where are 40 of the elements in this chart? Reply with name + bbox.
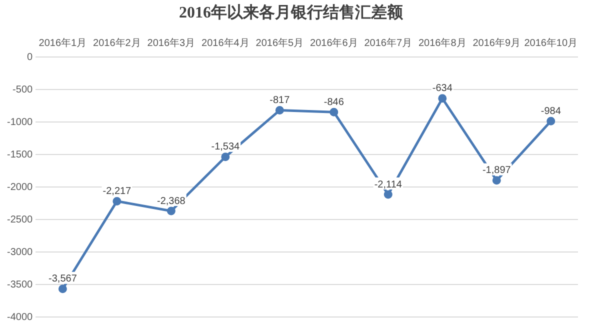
y-tick-label: 0 bbox=[27, 52, 34, 63]
y-tick-label: -1500 bbox=[7, 149, 34, 160]
x-tick-label: 2016年5月 bbox=[256, 36, 304, 49]
point bbox=[330, 108, 338, 116]
point bbox=[546, 116, 556, 126]
point bbox=[275, 106, 284, 115]
point bbox=[492, 176, 501, 185]
text: -1,897 bbox=[482, 165, 511, 176]
x-tick-label: 2016年9月 bbox=[472, 36, 521, 49]
y-tick-label: -3500 bbox=[7, 279, 34, 290]
x-tick-label: 2016年3月 bbox=[147, 36, 196, 49]
chart-title: 2016年以来各月银行结售汇差额 bbox=[179, 4, 404, 22]
text: -634 bbox=[432, 83, 452, 94]
y-tick-label: -4000 bbox=[7, 312, 34, 323]
text: -3,567 bbox=[48, 274, 77, 285]
point bbox=[221, 152, 230, 162]
y-tick-label: -3000 bbox=[7, 246, 34, 258]
text: -1,534 bbox=[211, 142, 240, 153]
text: -2,368 bbox=[157, 196, 186, 207]
text: -984 bbox=[540, 106, 561, 117]
y-tick-label: -2000 bbox=[7, 182, 34, 193]
x-tick-label: 2016年2月 bbox=[93, 36, 141, 49]
text: -2,217 bbox=[102, 186, 132, 197]
text: -846 bbox=[324, 96, 344, 108]
y-tick-label: -1000 bbox=[7, 116, 34, 128]
x-tick-label: 2016年1月 bbox=[38, 36, 87, 49]
text: -2,114 bbox=[374, 179, 402, 190]
point bbox=[112, 196, 122, 206]
point bbox=[384, 190, 392, 199]
x-tick-label: 2016年10月 bbox=[524, 36, 578, 49]
x-tick-label: 2016年8月 bbox=[418, 36, 466, 49]
text: -817 bbox=[270, 95, 290, 106]
point bbox=[438, 94, 447, 103]
y-tick-label: -2500 bbox=[7, 214, 34, 226]
x-tick-label: 2016年4月 bbox=[202, 36, 250, 49]
x-tick-label: 2016年7月 bbox=[364, 36, 412, 49]
point bbox=[166, 206, 176, 216]
x-tick-label: 2016年6月 bbox=[310, 36, 358, 49]
y-tick-label: -500 bbox=[12, 84, 34, 96]
point bbox=[58, 284, 67, 294]
